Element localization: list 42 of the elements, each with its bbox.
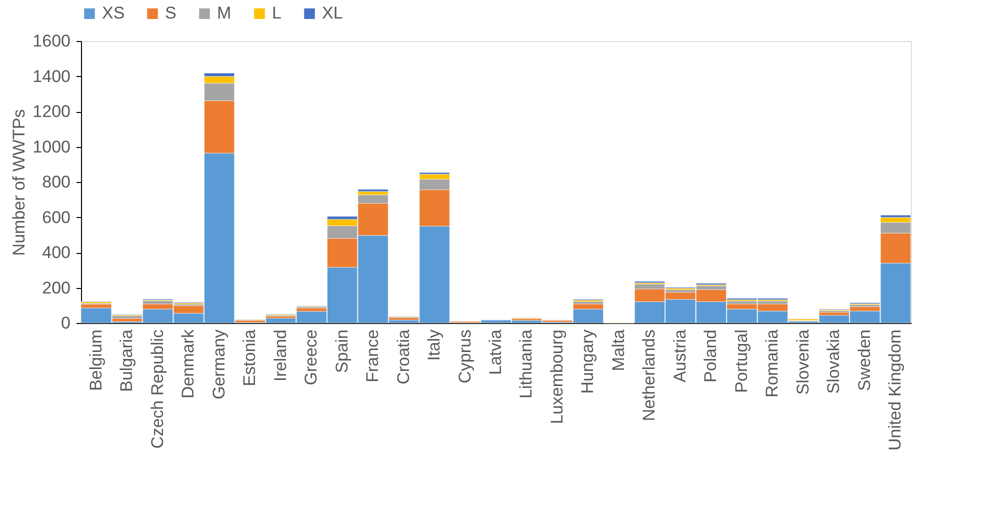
x-tick-label: Slovakia [824, 328, 844, 394]
x-tick-label: Czech Republic [148, 329, 167, 449]
x-tick-label: Luxembourg [547, 330, 566, 424]
x-tick-label: United Kingdom [886, 330, 905, 450]
legend-label: XS [102, 4, 125, 23]
x-tick-label: Slovenia [793, 328, 812, 395]
x-tick-label: Portugal [732, 330, 751, 393]
y-tick-label: 600 [42, 208, 70, 227]
x-tick-label: Cyprus [455, 330, 474, 384]
y-axis-title: Number of WWTPs [10, 109, 29, 256]
x-tick-label: Belgium [86, 330, 106, 391]
y-tick-label: 1000 [32, 137, 70, 156]
x-tick-label: France [363, 330, 382, 382]
legend-label: XL [322, 4, 343, 23]
x-tick-label: Austria [670, 328, 690, 382]
y-tick-label: 1600 [32, 32, 70, 50]
legend-label: M [217, 4, 232, 23]
y-tick-label: 200 [42, 278, 70, 298]
x-tick-label: Sweden [854, 330, 874, 391]
x-tick-label: Bulgaria [117, 328, 136, 392]
x-tick-label: Malta [608, 328, 628, 372]
legend-label: S [165, 4, 176, 23]
y-tick-label: 1200 [32, 102, 70, 121]
x-tick-label: Germany [209, 329, 228, 400]
x-tick-label: Greece [302, 330, 321, 386]
y-tick-label: 1400 [32, 66, 70, 86]
x-tick-label: Hungary [578, 329, 598, 394]
x-tick-label: Netherlands [640, 330, 659, 422]
x-tick-label: Ireland [270, 330, 290, 382]
legend-label: L [272, 4, 282, 23]
x-tick-label: Italy [424, 329, 444, 361]
x-tick-label: Croatia [394, 328, 413, 384]
x-tick-label: Poland [701, 330, 720, 382]
x-tick-label: Romania [762, 328, 782, 398]
x-tick-label: Estonia [240, 328, 260, 386]
y-tick-label: 800 [42, 172, 70, 192]
x-tick-label: Lithuania [516, 328, 536, 399]
x-tick-label: Denmark [178, 329, 198, 398]
x-tick-label: Spain [332, 330, 352, 373]
y-tick-label: 400 [42, 243, 70, 262]
x-tick-label: Latvia [486, 328, 505, 375]
y-tick-label: 0 [61, 314, 70, 332]
